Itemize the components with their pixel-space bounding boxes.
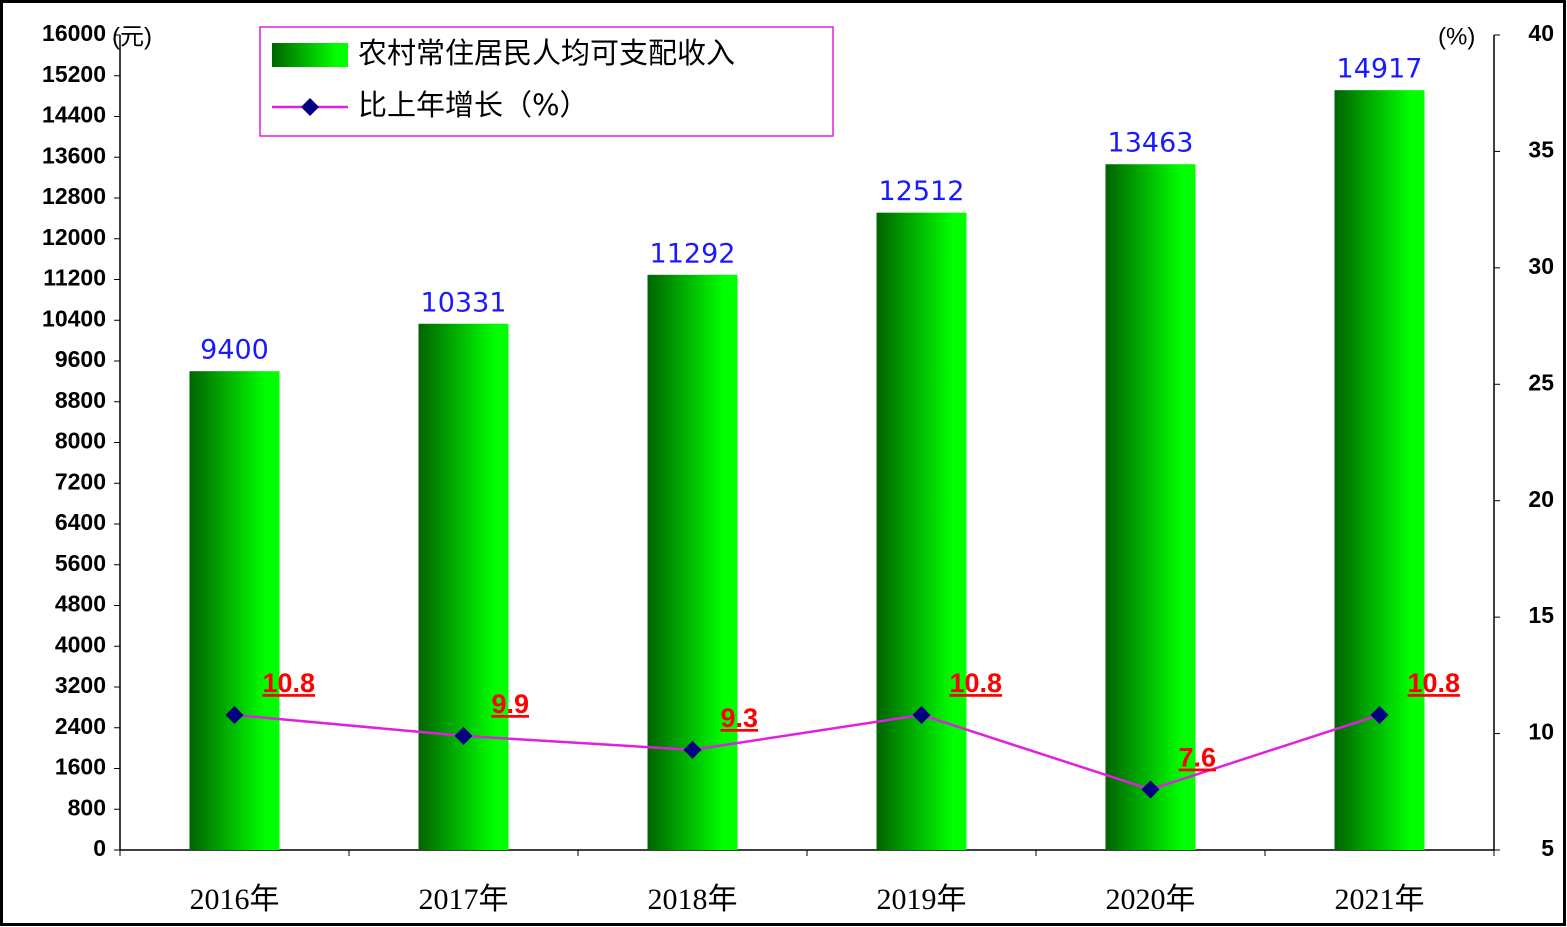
marker — [1370, 705, 1389, 724]
y2-tick-label: 40 — [1528, 20, 1554, 46]
bar — [1334, 90, 1425, 851]
line-value-label: 10.8 — [263, 668, 316, 698]
bar-value-label: 9400 — [200, 335, 269, 366]
marker — [1141, 780, 1160, 799]
y-tick-label: 12800 — [42, 183, 106, 209]
bar — [647, 274, 738, 851]
y-tick-label: 14400 — [42, 102, 106, 128]
y2-tick-label: 10 — [1528, 719, 1554, 745]
bar — [189, 371, 280, 850]
legend-label: 农村常住居民人均可支配收入 — [358, 36, 735, 70]
y-tick-label: 10400 — [42, 305, 106, 331]
bar-value-label: 13463 — [1108, 128, 1194, 159]
y-tick-label: 8000 — [55, 428, 106, 454]
line — [234, 713, 1380, 791]
y-tick-label: 5600 — [55, 550, 106, 576]
x-tick-label: 2020年 — [1106, 883, 1196, 916]
y-tick-label: 15200 — [42, 61, 106, 87]
line-value-label: 10.8 — [1408, 668, 1461, 698]
y-tick-label: 0 — [93, 835, 106, 861]
y-tick-label: 16000 — [42, 20, 106, 46]
line-value-label: 7.6 — [1179, 743, 1217, 773]
bar — [418, 323, 509, 851]
y2-axis-unit: (%) — [1438, 23, 1475, 50]
y-tick-label: 800 — [68, 794, 106, 820]
y-tick-label: 1600 — [55, 754, 106, 780]
line-value-label: 9.9 — [492, 689, 530, 719]
bar-value-label: 10331 — [421, 287, 507, 318]
x-tick-label: 2019年 — [877, 883, 967, 916]
y2-tick-label: 15 — [1528, 602, 1554, 628]
bar — [1105, 164, 1196, 850]
y-tick-label: 4000 — [55, 631, 106, 657]
line-value-label: 10.8 — [950, 668, 1003, 698]
y-tick-label: 8800 — [55, 387, 106, 413]
bar-value-label: 14917 — [1337, 54, 1423, 85]
y-axis-unit: (元) — [112, 23, 152, 50]
x-tick-label: 2016年 — [190, 883, 280, 916]
legend-swatch — [272, 43, 348, 67]
y-tick-label: 13600 — [42, 142, 106, 168]
y-tick-label: 9600 — [55, 346, 106, 372]
y2-tick-label: 35 — [1528, 137, 1554, 163]
bar — [876, 212, 967, 851]
y-tick-label: 4800 — [55, 591, 106, 617]
y-tick-label: 11200 — [43, 265, 106, 291]
x-tick-label: 2018年 — [648, 883, 738, 916]
x-tick-label: 2017年 — [419, 883, 509, 916]
y-tick-label: 6400 — [55, 509, 106, 535]
y-tick-label: 3200 — [55, 672, 106, 698]
y-tick-label: 2400 — [55, 713, 106, 739]
legend-label: 比上年增长（%） — [358, 88, 589, 122]
bar-value-label: 11292 — [650, 238, 736, 269]
marker — [912, 705, 931, 724]
y2-tick-label: 30 — [1528, 253, 1554, 279]
y2-tick-label: 5 — [1541, 835, 1554, 861]
bar-value-label: 12512 — [879, 176, 965, 207]
marker — [454, 726, 473, 745]
y2-tick-label: 25 — [1528, 369, 1554, 395]
y2-tick-label: 20 — [1528, 486, 1554, 512]
marker — [225, 705, 244, 724]
y-tick-label: 12000 — [42, 224, 106, 250]
y-tick-label: 7200 — [55, 468, 106, 494]
marker — [683, 740, 702, 759]
legend-box — [259, 26, 834, 137]
line-value-label: 9.3 — [721, 703, 759, 733]
x-tick-label: 2021年 — [1335, 883, 1425, 916]
legend-marker — [301, 98, 319, 116]
